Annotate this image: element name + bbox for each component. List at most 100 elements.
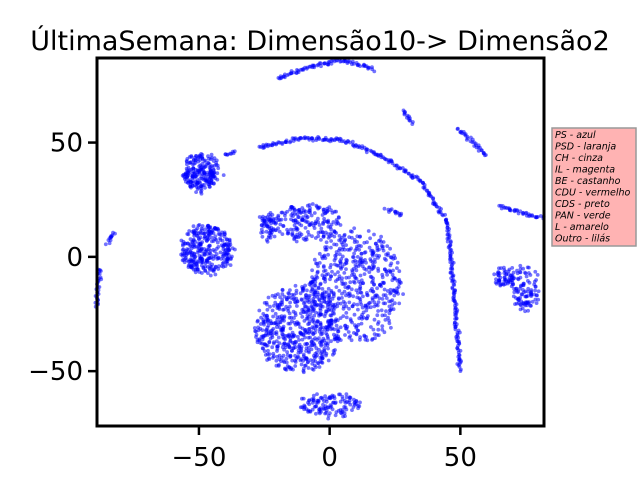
- scatter-point: [361, 294, 365, 299]
- scatter-point: [262, 342, 266, 347]
- scatter-point: [310, 361, 315, 366]
- scatter-point: [372, 304, 377, 309]
- scatter-point: [207, 243, 212, 248]
- scatter-point: [351, 405, 356, 409]
- scatter-point: [198, 163, 203, 168]
- y-tick-label: −50: [28, 357, 83, 387]
- scatter-point: [220, 261, 225, 266]
- scatter-point: [515, 208, 519, 213]
- scatter-point: [358, 286, 363, 291]
- scatter-point: [390, 272, 395, 277]
- scatter-point: [342, 411, 347, 416]
- scatter-point: [304, 349, 308, 353]
- scatter-point: [332, 258, 337, 263]
- scatter-point: [300, 315, 305, 319]
- scatter-point: [270, 308, 275, 313]
- scatter-point: [307, 321, 312, 326]
- scatter-point: [521, 301, 525, 306]
- scatter-point: [323, 230, 328, 235]
- scatter-point: [299, 357, 304, 361]
- scatter-point: [181, 242, 185, 247]
- scatter-point: [366, 229, 371, 233]
- scatter-point: [388, 291, 392, 296]
- scatter-point: [282, 341, 287, 346]
- scatter-point: [388, 263, 393, 268]
- scatter-point: [352, 226, 357, 231]
- scatter-point: [293, 313, 298, 317]
- scatter-point: [184, 179, 188, 184]
- scatter-point: [185, 247, 190, 252]
- scatter-point: [323, 394, 327, 399]
- scatter-point: [194, 190, 199, 195]
- scatter-point: [206, 182, 211, 187]
- scatter-point: [312, 289, 317, 294]
- scatter-point: [335, 304, 340, 309]
- scatter-point: [328, 411, 332, 415]
- scatter-point: [329, 263, 333, 267]
- scatter-point: [519, 292, 524, 297]
- scatter-point: [325, 343, 330, 348]
- scatter-point: [314, 346, 319, 351]
- scatter-point: [186, 263, 191, 268]
- scatter-point: [316, 216, 320, 221]
- scatter-point: [322, 407, 326, 411]
- scatter-point: [207, 232, 211, 237]
- scatter-point: [367, 65, 371, 70]
- scatter-point: [453, 327, 458, 332]
- scatter-point: [342, 399, 347, 403]
- scatter-point: [508, 208, 513, 213]
- scatter-point: [306, 136, 311, 141]
- scatter-point: [337, 274, 342, 278]
- scatter-point: [373, 295, 378, 300]
- scatter-point: [312, 211, 317, 215]
- scatter-point: [308, 208, 312, 213]
- scatter-point: [283, 337, 288, 342]
- scatter-point: [421, 181, 425, 186]
- scatter-point: [209, 152, 214, 157]
- scatter-point: [387, 321, 392, 326]
- scatter-point: [256, 325, 260, 330]
- scatter-point: [325, 325, 330, 329]
- scatter-point: [465, 136, 470, 141]
- scatter-point: [280, 232, 285, 237]
- scatter-point: [303, 363, 308, 368]
- scatter-point: [307, 293, 312, 298]
- scatter-point: [328, 403, 333, 407]
- scatter-point: [288, 207, 292, 212]
- scatter-point: [332, 230, 337, 234]
- scatter-point: [526, 279, 530, 283]
- scatter-point: [328, 277, 332, 282]
- scatter-point: [305, 288, 309, 293]
- scatter-point: [327, 295, 332, 300]
- scatter-point: [334, 222, 339, 226]
- scatter-point: [320, 273, 325, 278]
- scatter-point: [188, 244, 193, 248]
- scatter-point: [299, 362, 304, 367]
- scatter-point: [324, 309, 328, 314]
- scatter-point: [214, 246, 219, 251]
- scatter-point: [360, 316, 364, 321]
- scatter-point: [303, 300, 307, 305]
- scatter-point: [484, 153, 488, 157]
- scatter-point: [314, 324, 319, 329]
- scatter-point: [328, 396, 333, 401]
- scatter-point: [367, 265, 372, 270]
- scatter-point: [209, 255, 214, 260]
- scatter-point: [325, 335, 330, 339]
- scatter-point: [332, 327, 337, 332]
- scatter-point: [191, 237, 196, 242]
- scatter-point: [315, 350, 319, 355]
- scatter-point: [320, 356, 324, 361]
- scatter-point: [326, 286, 331, 291]
- scatter-point: [320, 230, 325, 235]
- scatter-point: [277, 229, 282, 234]
- scatter-point: [395, 266, 399, 270]
- scatter-point: [278, 222, 283, 227]
- scatter-point: [329, 339, 333, 344]
- scatter-point: [189, 252, 194, 257]
- scatter-point: [260, 328, 265, 332]
- scatter-point: [351, 255, 355, 259]
- scatter-point: [375, 333, 379, 337]
- scatter-point: [310, 407, 315, 412]
- scatter-point: [535, 293, 539, 298]
